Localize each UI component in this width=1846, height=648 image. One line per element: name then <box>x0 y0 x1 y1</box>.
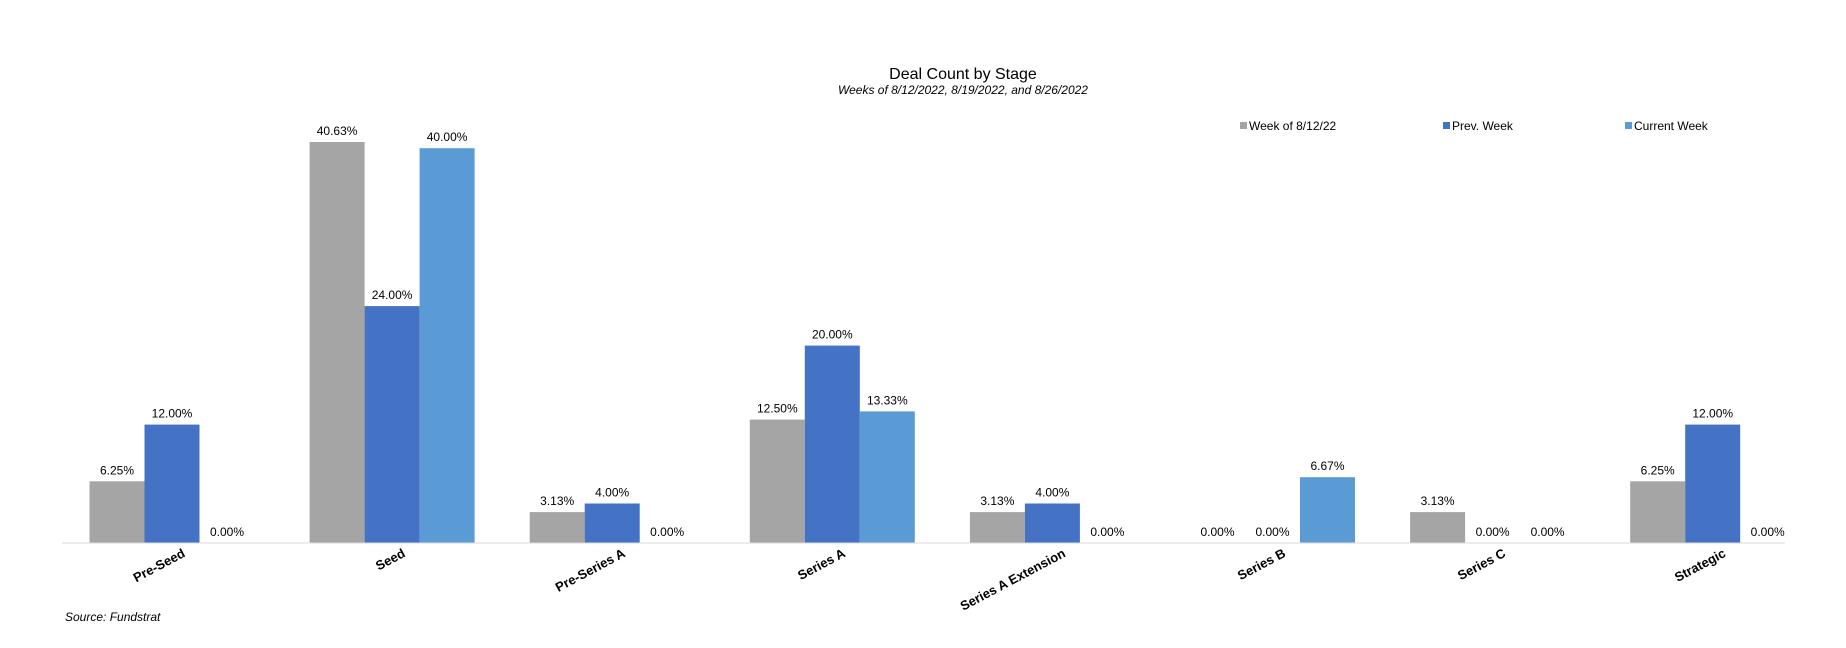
x-tick-series-a-extension: Series A Extension <box>958 545 1068 613</box>
x-tick-series-a: Series A <box>795 545 848 583</box>
source-note: Source: Fundstrat <box>65 610 161 624</box>
data-label-series-a-prev-week: 20.00% <box>812 328 853 342</box>
bar-series-a-current-week <box>859 411 915 543</box>
x-tick-seed: Seed <box>373 545 408 573</box>
data-label-strategic-week-of-8-12-22: 6.25% <box>1641 463 1675 477</box>
data-label-series-c-week-of-8-12-22: 3.13% <box>1421 494 1455 508</box>
data-label-seed-week-of-8-12-22: 40.63% <box>317 124 358 138</box>
bar-series-a-extension-week-of-8-12-22 <box>969 512 1025 543</box>
legend-label-week-of-8-12-22: Week of 8/12/22 <box>1249 119 1336 133</box>
bar-seed-week-of-8-12-22 <box>309 142 365 543</box>
bar-series-a-extension-prev-week <box>1024 503 1080 543</box>
bar-series-a-prev-week <box>804 345 860 543</box>
data-label-series-a-week-of-8-12-22: 12.50% <box>757 402 798 416</box>
data-label-seed-prev-week: 24.00% <box>372 288 413 302</box>
legend: Week of 8/12/22 Prev. Week Current Week <box>1240 119 1709 133</box>
bar-pre-seed-week-of-8-12-22 <box>89 481 145 543</box>
data-label-series-c-current-week: 0.00% <box>1531 525 1565 539</box>
x-tick-strategic: Strategic <box>1672 545 1728 584</box>
bar-pre-seed-prev-week <box>144 424 200 543</box>
data-label-pre-seed-current-week: 0.00% <box>210 525 244 539</box>
data-label-series-b-prev-week: 0.00% <box>1255 525 1289 539</box>
legend-label-current-week: Current Week <box>1634 119 1709 133</box>
data-label-series-a-current-week: 13.33% <box>867 393 908 407</box>
data-label-strategic-prev-week: 12.00% <box>1692 407 1733 421</box>
x-tick-series-c: Series C <box>1455 545 1509 583</box>
x-tick-pre-series-a: Pre-Series A <box>553 545 628 595</box>
legend-swatch-current-week <box>1625 122 1632 129</box>
data-label-series-b-week-of-8-12-22: 0.00% <box>1200 525 1234 539</box>
x-tick-pre-seed: Pre-Seed <box>131 545 188 585</box>
bar-series-a-week-of-8-12-22 <box>749 419 805 543</box>
data-label-strategic-current-week: 0.00% <box>1751 525 1785 539</box>
data-label-series-a-extension-prev-week: 4.00% <box>1035 486 1069 500</box>
x-tick-series-b: Series B <box>1235 545 1288 583</box>
legend-swatch-week-of-8-12-22 <box>1240 122 1247 129</box>
data-label-pre-seed-prev-week: 12.00% <box>152 407 193 421</box>
bar-strategic-prev-week <box>1685 424 1741 543</box>
data-label-pre-seed-week-of-8-12-22: 6.25% <box>100 463 134 477</box>
data-label-series-c-prev-week: 0.00% <box>1476 525 1510 539</box>
chart-subtitle: Weeks of 8/12/2022, 8/19/2022, and 8/26/… <box>838 83 1088 97</box>
bar-seed-current-week <box>419 148 475 543</box>
bar-strategic-week-of-8-12-22 <box>1630 481 1686 543</box>
data-label-seed-current-week: 40.00% <box>427 130 468 144</box>
x-tick-labels: Pre-Seed Seed Pre-Series A Series A Series A… <box>131 545 1729 613</box>
data-label-pre-series-a-prev-week: 4.00% <box>595 486 629 500</box>
bar-seed-prev-week <box>364 306 420 543</box>
bar-series-b-current-week <box>1300 477 1355 543</box>
bar-pre-series-a-prev-week <box>584 503 640 543</box>
chart-title: Deal Count by Stage <box>889 66 1037 83</box>
bar-labels-group: 6.25% 12.00% 0.00% 40.63% 24.00% 40.00% 3.13% 4… <box>100 124 1785 539</box>
data-label-series-a-extension-week-of-8-12-22: 3.13% <box>980 494 1014 508</box>
data-label-pre-series-a-current-week: 0.00% <box>650 525 684 539</box>
data-label-series-b-current-week: 6.67% <box>1310 459 1344 473</box>
legend-label-prev-week: Prev. Week <box>1452 119 1514 133</box>
data-label-pre-series-a-week-of-8-12-22: 3.13% <box>540 494 574 508</box>
data-label-series-a-extension-current-week: 0.00% <box>1090 525 1124 539</box>
bar-pre-series-a-week-of-8-12-22 <box>529 512 585 543</box>
bars-group <box>89 142 1741 543</box>
legend-swatch-prev-week <box>1443 122 1450 129</box>
bar-series-c-week-of-8-12-22 <box>1410 512 1466 543</box>
